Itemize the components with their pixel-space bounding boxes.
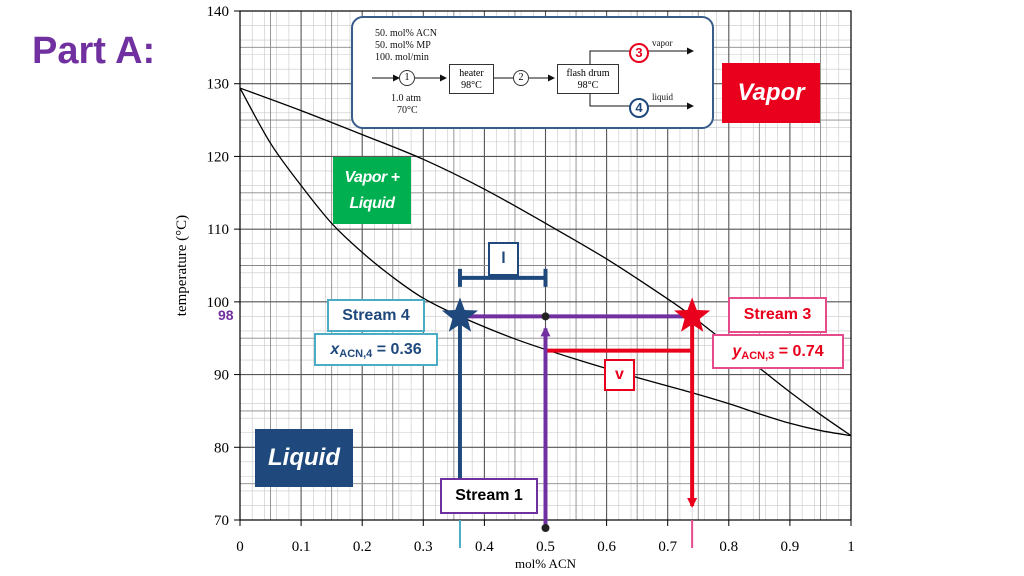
feed-pressure: 1.0 atm bbox=[391, 93, 421, 104]
stream-1-label: Stream 1 bbox=[440, 478, 538, 514]
stream-4-marker: 4 bbox=[629, 98, 649, 118]
x-tick-label: 1 bbox=[847, 539, 855, 555]
heater-block: heater 98°C bbox=[449, 64, 494, 94]
vapor-liquid-region-label: Vapor + Liquid bbox=[333, 157, 411, 224]
x-tick-label: 0.6 bbox=[597, 539, 616, 555]
x4-symbol: x bbox=[330, 341, 340, 358]
y3-symbol: y bbox=[732, 343, 742, 360]
y-tick-label: 120 bbox=[207, 149, 230, 165]
flash-drum-name: flash drum bbox=[566, 68, 610, 79]
feed-composition-acn: 50. mol% ACN bbox=[375, 28, 437, 39]
x-tick-label: 0.5 bbox=[536, 539, 555, 555]
feed-flowrate: 100. mol/min bbox=[375, 52, 429, 63]
y-tick-label: 80 bbox=[214, 440, 229, 456]
x-tick-label: 0 bbox=[236, 539, 244, 555]
feed-composition-mp: 50. mol% MP bbox=[375, 40, 431, 51]
feed-temperature: 70°C bbox=[397, 105, 418, 116]
vapor-liquid-line-2: Liquid bbox=[349, 195, 395, 212]
stream-4-star bbox=[441, 297, 479, 332]
x-axis-label: mol% ACN bbox=[515, 556, 577, 571]
x-tick-labels: 0 0.1 0.2 0.3 0.4 0.5 0.6 0.7 0.8 0.9 1 bbox=[236, 539, 855, 555]
y-tick-label: 90 bbox=[214, 368, 229, 384]
y3-value: = 0.74 bbox=[774, 343, 824, 360]
bubble-point-curve bbox=[239, 87, 852, 437]
x-tick-label: 0.1 bbox=[292, 539, 311, 555]
stream-3-star bbox=[674, 297, 711, 332]
stream-3-marker: 3 bbox=[629, 43, 649, 63]
feed-point-70 bbox=[541, 524, 550, 532]
equilibrium-curves bbox=[239, 87, 852, 437]
vapor-liquid-line-1: Vapor + bbox=[344, 169, 400, 186]
flowsheet-box: 50. mol% ACN 50. mol% MP 100. mol/min 1 … bbox=[351, 16, 714, 129]
y-axis-label: temperature (°C) bbox=[174, 215, 190, 316]
flash-drum-temperature: 98°C bbox=[577, 80, 599, 91]
heater-name: heater bbox=[459, 68, 484, 79]
y3-subscript: ACN,3 bbox=[741, 350, 775, 362]
x4-subscript: ACN,4 bbox=[339, 348, 373, 360]
page-title: Part A: bbox=[32, 30, 156, 72]
vapor-outlet-label: vapor bbox=[652, 38, 673, 48]
dew-point-curve bbox=[239, 87, 852, 437]
stream-4-label: Stream 4 bbox=[327, 299, 425, 332]
stream-3-label: Stream 3 bbox=[728, 297, 827, 333]
y-tick-label: 110 bbox=[207, 222, 229, 238]
y-acn-3-label: yACN,3 = 0.74 bbox=[712, 334, 844, 369]
x-tick-label: 0.9 bbox=[781, 539, 800, 555]
temperature-98-marker: 98 bbox=[218, 307, 234, 323]
l-segment-label: l bbox=[488, 242, 519, 276]
tie-line-annotations bbox=[441, 268, 711, 548]
liquid-region-label: Liquid bbox=[255, 429, 353, 487]
stream-1-marker: 1 bbox=[399, 70, 415, 86]
v-segment-label: v bbox=[604, 359, 635, 391]
y-tick-label: 70 bbox=[214, 513, 229, 529]
y-tick-label: 130 bbox=[207, 77, 230, 93]
vapor-region-label: Vapor bbox=[722, 63, 820, 123]
flowsheet-arrows bbox=[372, 47, 694, 110]
feed-point-98 bbox=[541, 312, 550, 321]
x-tick-label: 0.4 bbox=[475, 539, 494, 555]
x-tick-label: 0.8 bbox=[719, 539, 738, 555]
flash-drum-block: flash drum 98°C bbox=[557, 64, 619, 94]
liquid-outlet-label: liquid bbox=[652, 92, 674, 102]
stream-2-marker: 2 bbox=[513, 70, 529, 86]
heater-temperature: 98°C bbox=[461, 80, 482, 91]
x-tick-label: 0.3 bbox=[414, 539, 433, 555]
x-acn-4-label: xACN,4 = 0.36 bbox=[314, 333, 438, 366]
x-tick-label: 0.7 bbox=[658, 539, 677, 555]
x4-value: = 0.36 bbox=[372, 341, 422, 358]
y-tick-labels: 70 80 90 100 110 120 130 140 bbox=[207, 4, 230, 529]
x-tick-label: 0.2 bbox=[353, 539, 372, 555]
y-tick-label: 140 bbox=[207, 4, 230, 20]
y-tick-label: 100 bbox=[207, 295, 230, 311]
